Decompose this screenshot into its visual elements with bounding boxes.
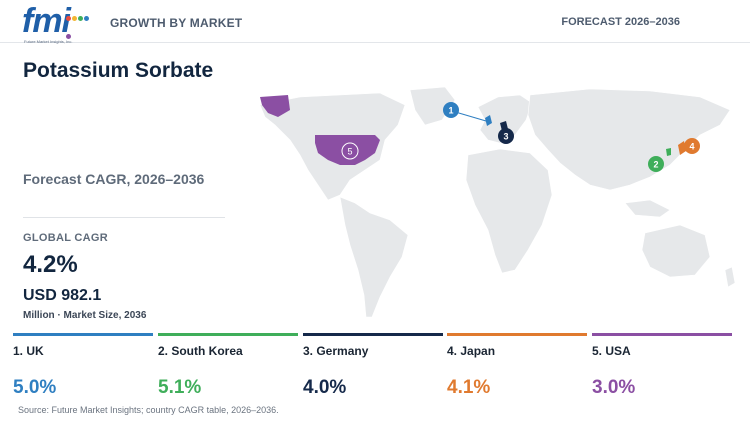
greenland-landmass [409,86,456,126]
global-cagr-value: 4.2% [23,251,78,278]
country-name: 2. South Korea [158,344,243,358]
forecast-period-label: FORECAST 2026–2036 [561,16,680,28]
logo-dots-icon [66,8,92,44]
country-color-bar [447,333,587,336]
southeast-asia-islands [624,199,671,218]
logo-subtitle: Future Market Insights, Inc. [24,39,73,44]
world-map: 1 2 3 4 5 [259,86,736,318]
japan-highlight [678,141,686,155]
country-color-bar [13,333,153,336]
country-card-uk[interactable]: 1. UK 5.0% [13,333,153,399]
country-card-south-korea[interactable]: 2. South Korea 5.1% [158,333,298,399]
africa-landmass [465,148,553,274]
alaska-highlight [260,95,290,117]
europe-landmass [477,94,533,144]
global-cagr-label: GLOBAL CAGR [23,232,108,244]
marker-usa[interactable]: 5 [341,142,359,160]
marker-uk[interactable]: 1 [443,102,459,118]
marker-south-korea-label: 2 [653,160,658,170]
fmi-logo[interactable]: fmi Future Market Insights, Inc. [22,2,92,44]
market-size-caption: Million · Market Size, 2036 [23,310,147,321]
page-title: Potassium Sorbate [23,59,214,82]
country-name: 3. Germany [303,344,369,358]
divider [23,217,225,218]
country-color-bar [158,333,298,336]
australia-landmass [641,224,711,278]
south-korea-highlight [666,148,671,156]
country-cagr: 3.0% [592,377,636,398]
uk-highlight [485,115,492,126]
country-card-usa[interactable]: 5. USA 3.0% [592,333,732,399]
new-zealand-landmass [724,266,736,288]
source-note: Source: Future Market Insights; country … [18,405,279,415]
forecast-cagr-label: Forecast CAGR, 2026–2036 [23,171,205,187]
country-name: 1. UK [13,344,44,358]
logo-text: fmi [22,2,71,40]
marker-japan[interactable]: 4 [684,138,700,154]
usa-highlight [315,135,380,165]
country-color-bar [303,333,443,336]
asia-landmass [527,88,731,191]
top-header: fmi Future Market Insights, Inc. GROWTH … [0,0,750,44]
marker-germany-label: 3 [503,132,508,142]
country-cagr: 5.0% [13,377,57,398]
marker-south-korea[interactable]: 2 [648,156,664,172]
marker-germany[interactable]: 3 [498,128,514,144]
south-america-landmass [339,196,409,318]
country-name: 5. USA [592,344,631,358]
marker-japan-label: 4 [689,142,694,152]
country-color-bar [592,333,732,336]
country-cagr: 4.1% [447,377,491,398]
section-label: GROWTH BY MARKET [110,16,243,30]
market-size-value: USD 982.1 [23,287,102,304]
country-card-japan[interactable]: 4. Japan 4.1% [447,333,587,399]
country-cagr: 4.0% [303,377,347,398]
country-card-germany[interactable]: 3. Germany 4.0% [303,333,443,399]
marker-uk-label: 1 [448,106,453,116]
country-name: 4. Japan [447,344,496,358]
country-cagr: 5.1% [158,377,202,398]
marker-usa-label: 5 [347,147,352,157]
